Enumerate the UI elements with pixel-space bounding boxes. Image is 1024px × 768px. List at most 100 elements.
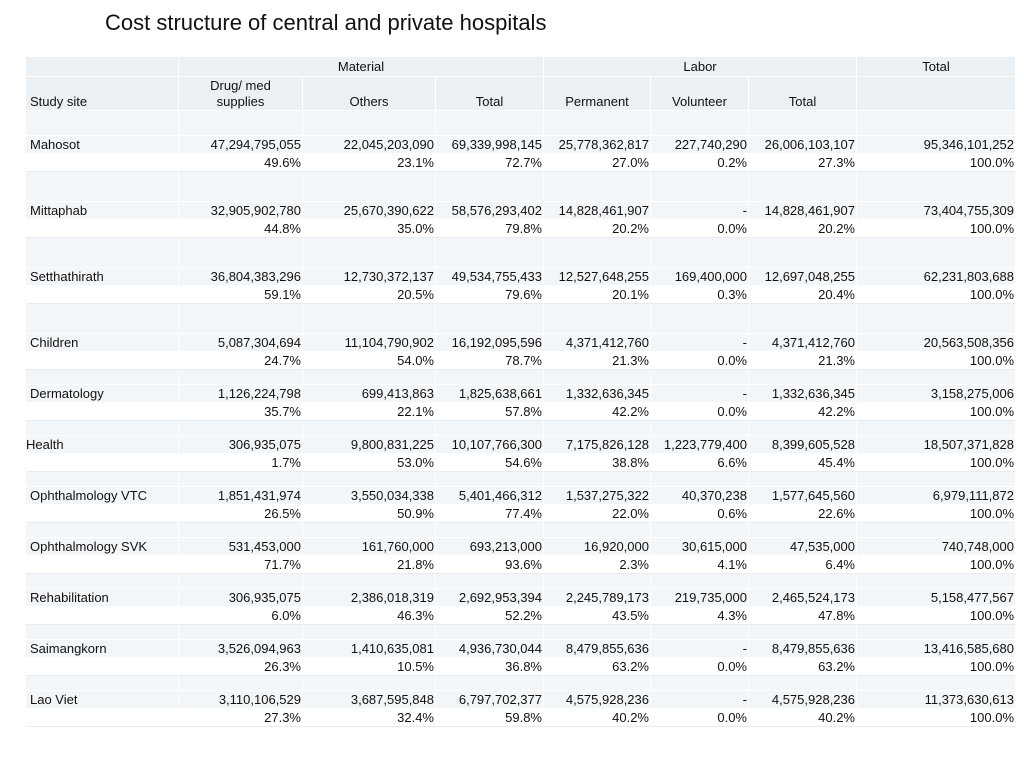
spacer-cell <box>857 421 1016 436</box>
study-site-name: Mittaphab <box>26 202 179 220</box>
spacer-cell <box>544 574 651 589</box>
percent-cell: 42.2% <box>544 403 651 421</box>
spacer-cell <box>303 472 436 487</box>
percent-cell: 45.4% <box>749 454 857 472</box>
spacer-cell <box>436 111 544 136</box>
percent-cell: 63.2% <box>749 658 857 676</box>
spacer-cell <box>26 625 179 640</box>
spacer-cell <box>749 625 857 640</box>
percent-row: 26.5% 50.9% 77.4% 22.0% 0.6% 22.6% 100.0% <box>26 505 1016 523</box>
percent-cell: 21.3% <box>749 352 857 370</box>
percent-cell: 100.0% <box>857 505 1016 523</box>
percent-cell: 0.2% <box>651 154 749 172</box>
value-cell: 4,371,412,760 <box>749 334 857 352</box>
spacer-cell <box>857 238 1016 268</box>
percent-cell: 6.6% <box>651 454 749 472</box>
spacer-cell <box>544 238 651 268</box>
percent-cell: 100.0% <box>857 220 1016 238</box>
value-cell: 4,936,730,044 <box>436 640 544 658</box>
value-cell: 7,175,826,128 <box>544 436 651 454</box>
percent-row-blank <box>26 220 179 238</box>
value-cell: 11,373,630,613 <box>857 691 1016 709</box>
table-row: Saimangkorn 3,526,094,963 1,410,635,081 4,9… <box>26 640 1016 658</box>
percent-cell: 10.5% <box>303 658 436 676</box>
value-cell: 306,935,075 <box>179 436 303 454</box>
value-cell: 8,479,855,636 <box>749 640 857 658</box>
cost-table: Material Labor Total Study site Drug/ me… <box>26 57 1016 727</box>
percent-cell: 100.0% <box>857 607 1016 625</box>
percent-cell: 35.7% <box>179 403 303 421</box>
spacer-cell <box>544 172 651 202</box>
spacer-cell <box>436 238 544 268</box>
spacer-cell <box>857 304 1016 334</box>
percent-cell: 20.2% <box>749 220 857 238</box>
percent-cell: 100.0% <box>857 403 1016 421</box>
value-cell: 699,413,863 <box>303 385 436 403</box>
header-labor: Labor <box>544 57 857 77</box>
percent-row-blank <box>26 454 179 472</box>
percent-cell: 59.8% <box>436 709 544 727</box>
percent-cell: 27.0% <box>544 154 651 172</box>
percent-row: 49.6% 23.1% 72.7% 27.0% 0.2% 27.3% 100.0% <box>26 154 1016 172</box>
value-cell: 1,577,645,560 <box>749 487 857 505</box>
value-cell: 1,332,636,345 <box>749 385 857 403</box>
study-site-name: Ophthalmology SVK <box>26 538 179 556</box>
study-site-name: Setthathirath <box>26 268 179 286</box>
spacer-cell <box>179 111 303 136</box>
percent-cell: 0.0% <box>651 658 749 676</box>
value-cell: 227,740,290 <box>651 136 749 154</box>
percent-cell: 21.8% <box>303 556 436 574</box>
value-cell: 5,401,466,312 <box>436 487 544 505</box>
value-cell: 4,371,412,760 <box>544 334 651 352</box>
value-cell: 25,778,362,817 <box>544 136 651 154</box>
value-cell: - <box>651 202 749 220</box>
spacer-cell <box>749 472 857 487</box>
value-cell: - <box>651 385 749 403</box>
spacer-cell <box>857 370 1016 385</box>
spacer-cell <box>26 574 179 589</box>
percent-cell: 78.7% <box>436 352 544 370</box>
percent-cell: 40.2% <box>544 709 651 727</box>
spacer-cell <box>651 304 749 334</box>
spacer-cell <box>749 676 857 691</box>
percent-cell: 2.3% <box>544 556 651 574</box>
value-cell: 1,223,779,400 <box>651 436 749 454</box>
value-cell: 69,339,998,145 <box>436 136 544 154</box>
percent-cell: 24.7% <box>179 352 303 370</box>
percent-cell: 23.1% <box>303 154 436 172</box>
spacer-cell <box>179 574 303 589</box>
page-title: Cost structure of central and private ho… <box>105 10 547 35</box>
spacer-cell <box>857 523 1016 538</box>
spacer-cell <box>651 111 749 136</box>
spacer-cell <box>436 172 544 202</box>
percent-cell: 79.8% <box>436 220 544 238</box>
value-cell: 8,399,605,528 <box>749 436 857 454</box>
value-cell: 13,416,585,680 <box>857 640 1016 658</box>
spacer-cell <box>651 574 749 589</box>
percent-cell: 27.3% <box>179 709 303 727</box>
percent-row-blank <box>26 154 179 172</box>
percent-cell: 36.8% <box>436 658 544 676</box>
spacer-cell <box>749 172 857 202</box>
percent-cell: 53.0% <box>303 454 436 472</box>
percent-row: 1.7% 53.0% 54.6% 38.8% 6.6% 45.4% 100.0% <box>26 454 1016 472</box>
percent-cell: 0.3% <box>651 286 749 304</box>
percent-cell: 20.2% <box>544 220 651 238</box>
spacer-cell <box>749 304 857 334</box>
row-spacer <box>26 370 1016 385</box>
percent-cell: 100.0% <box>857 154 1016 172</box>
percent-cell: 100.0% <box>857 286 1016 304</box>
percent-cell: 0.0% <box>651 220 749 238</box>
spacer-cell <box>436 676 544 691</box>
header-labor-total: Total <box>749 77 857 111</box>
value-cell: 30,615,000 <box>651 538 749 556</box>
value-cell: - <box>651 640 749 658</box>
spacer-cell <box>857 676 1016 691</box>
percent-cell: 46.3% <box>303 607 436 625</box>
percent-cell: 71.7% <box>179 556 303 574</box>
value-cell: 14,828,461,907 <box>749 202 857 220</box>
percent-cell: 20.4% <box>749 286 857 304</box>
value-cell: 12,527,648,255 <box>544 268 651 286</box>
spacer-cell <box>179 238 303 268</box>
value-cell: 740,748,000 <box>857 538 1016 556</box>
